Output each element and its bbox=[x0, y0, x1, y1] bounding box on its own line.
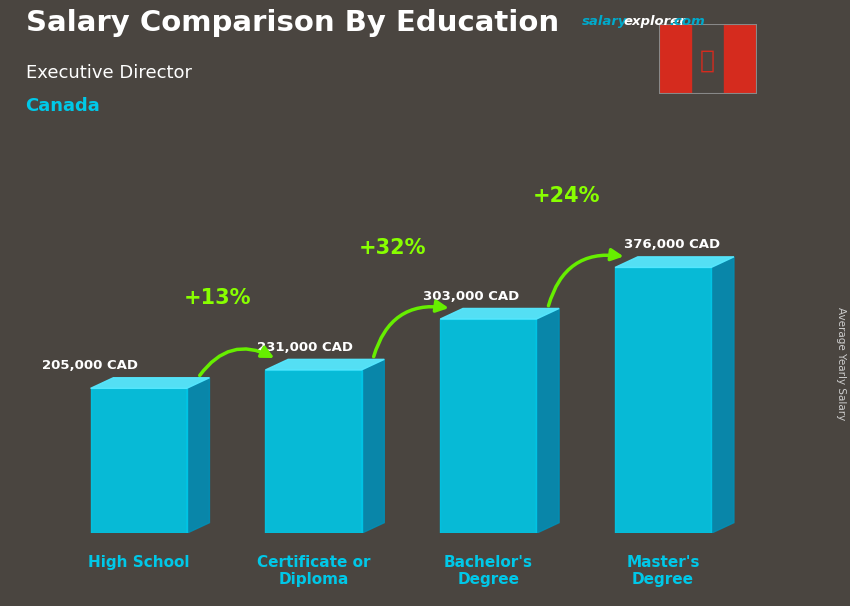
Bar bbox=[440, 319, 536, 533]
Text: explorer: explorer bbox=[623, 15, 686, 28]
Bar bbox=[265, 370, 361, 533]
Text: 🍁: 🍁 bbox=[700, 49, 715, 73]
Bar bbox=[724, 24, 756, 94]
Text: Executive Director: Executive Director bbox=[26, 64, 191, 82]
FancyArrowPatch shape bbox=[548, 250, 620, 306]
Polygon shape bbox=[615, 257, 734, 267]
Text: salary: salary bbox=[582, 15, 628, 28]
Bar bbox=[659, 24, 691, 94]
Text: Salary Comparison By Education: Salary Comparison By Education bbox=[26, 9, 558, 37]
FancyArrowPatch shape bbox=[200, 347, 271, 376]
FancyArrowPatch shape bbox=[374, 301, 445, 357]
Text: Average Yearly Salary: Average Yearly Salary bbox=[836, 307, 846, 420]
Text: 303,000 CAD: 303,000 CAD bbox=[422, 290, 519, 303]
Bar bbox=[615, 267, 711, 533]
Text: 376,000 CAD: 376,000 CAD bbox=[624, 238, 720, 251]
Text: Canada: Canada bbox=[26, 97, 100, 115]
Polygon shape bbox=[536, 308, 559, 533]
Text: +13%: +13% bbox=[184, 288, 251, 308]
Bar bbox=[91, 388, 187, 533]
Polygon shape bbox=[265, 359, 384, 370]
Text: .com: .com bbox=[669, 15, 705, 28]
Polygon shape bbox=[711, 257, 734, 533]
Text: 205,000 CAD: 205,000 CAD bbox=[42, 359, 138, 372]
Polygon shape bbox=[187, 378, 209, 533]
Polygon shape bbox=[361, 359, 384, 533]
Text: +24%: +24% bbox=[533, 186, 601, 206]
Polygon shape bbox=[440, 308, 559, 319]
Polygon shape bbox=[91, 378, 209, 388]
Text: 231,000 CAD: 231,000 CAD bbox=[257, 341, 353, 354]
Text: +32%: +32% bbox=[359, 238, 426, 258]
